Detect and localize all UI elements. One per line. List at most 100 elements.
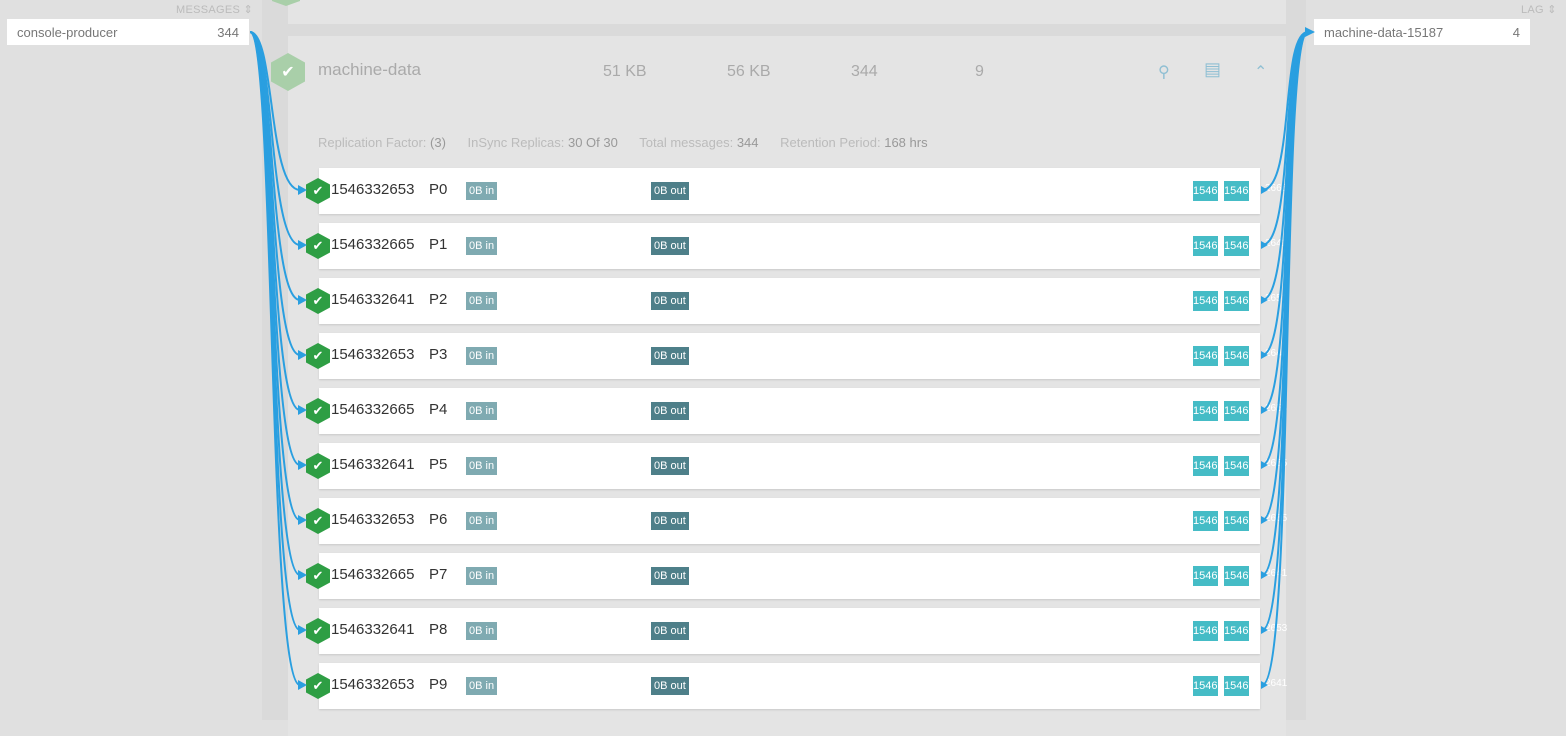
bytes-out-badge: 0B out xyxy=(651,237,689,255)
partition-number: P3 xyxy=(429,346,448,363)
consumer-lag: 4 xyxy=(1512,24,1520,40)
partition-lag: 2641 xyxy=(1265,238,1288,249)
topic-stat-bytes-out: 56 KB xyxy=(727,63,771,80)
partition-row[interactable]: ✔ 1546332665 P7 0B in 0B out 15463 15462… xyxy=(306,553,1287,599)
offset-badge-end: 15463 xyxy=(1224,291,1249,311)
offset-badge-start: 15463 xyxy=(1193,566,1218,586)
partition-row[interactable]: ✔ 1546332665 P1 0B in 0B out 15463 15463… xyxy=(306,223,1287,269)
offset-badge-end: 15463 xyxy=(1224,511,1249,531)
partition-row[interactable]: ✔ 1546332653 P9 0B in 0B out 15463 15462… xyxy=(306,663,1287,709)
partition-number: P2 xyxy=(429,291,448,308)
partition-row[interactable]: ✔ 1546332641 P8 0B in 0B out 15463 15463… xyxy=(306,608,1287,654)
check-icon: ✔ xyxy=(306,398,330,424)
arrow-icon xyxy=(298,240,307,250)
offset-badge-end: 15463 xyxy=(1224,346,1249,366)
partition-number: P9 xyxy=(429,676,448,693)
total-label: Total messages: xyxy=(639,135,734,150)
partition-row[interactable]: ✔ 1546332653 P0 0B in 0B out 15463 15463… xyxy=(306,168,1287,214)
arrow-icon xyxy=(1261,296,1268,304)
partition-row[interactable]: ✔ 1546332641 P5 0B in 0B out 15463 15463… xyxy=(306,443,1287,489)
arrow-icon xyxy=(1261,571,1268,579)
partition-row[interactable]: ✔ 1546332653 P3 0B in 0B out 15463 15463… xyxy=(306,333,1287,379)
arrow-icon xyxy=(1305,27,1315,37)
offset-badge-start: 15463 xyxy=(1193,291,1218,311)
consumer-node[interactable]: machine-data-15187 4 xyxy=(1314,19,1530,45)
partition-number: P1 xyxy=(429,236,448,253)
offset-badge-end: 15463 xyxy=(1224,401,1249,421)
producer-name: console-producer xyxy=(17,24,118,40)
bytes-out-badge: 0B out xyxy=(651,677,689,695)
sort-icon: ⇕ xyxy=(243,4,254,16)
total-value: 344 xyxy=(736,135,759,150)
partition-row[interactable]: ✔ 1546332641 P2 0B in 0B out 15463 15463… xyxy=(306,278,1287,324)
arrow-icon xyxy=(298,350,307,360)
consumers-panel: LAG ⇕ machine-data-15187 4 xyxy=(1306,0,1566,720)
partition-row[interactable]: ✔ 1546332653 P6 0B in 0B out 15463 15463… xyxy=(306,498,1287,544)
bytes-in-badge: 0B in xyxy=(466,237,498,255)
messages-sort-header[interactable]: MESSAGES ⇕ xyxy=(176,3,253,16)
check-icon: ✔ xyxy=(306,288,330,314)
chevron-up-icon[interactable]: ⌃ xyxy=(1254,64,1268,81)
bytes-in-badge: 0B in xyxy=(466,567,498,585)
bytes-in-badge: 0B in xyxy=(466,512,498,530)
bytes-in-badge: 0B in xyxy=(466,402,498,420)
topic-stat-partitions: 9 xyxy=(975,63,984,80)
bytes-out-badge: 0B out xyxy=(651,512,689,530)
partition-number: P5 xyxy=(429,456,448,473)
topic-name[interactable]: machine-data xyxy=(318,60,422,79)
partition-leader: 1546332641 xyxy=(331,621,415,638)
offset-badge-start: 15463 xyxy=(1193,676,1218,696)
producer-messages: 344 xyxy=(217,24,239,40)
partition-number: P0 xyxy=(429,181,448,198)
search-icon[interactable]: ⚲ xyxy=(1158,64,1170,81)
table-icon[interactable]: ▤ xyxy=(1204,59,1222,79)
bytes-out-badge: 0B out xyxy=(651,567,689,585)
partition-leader: 1546332653 xyxy=(331,511,415,528)
topic-stat-messages: 344 xyxy=(851,63,878,80)
arrow-icon xyxy=(1261,186,1268,194)
topic-meta: Replication Factor: (3) InSync Replicas:… xyxy=(318,135,946,150)
retention-value: 168 hrs xyxy=(884,135,928,150)
partition-lag: 2653 xyxy=(1265,403,1288,414)
offset-badge-start: 15463 xyxy=(1193,456,1218,476)
offset-badge-start: 15463 xyxy=(1193,401,1218,421)
replication-value: (3) xyxy=(430,135,446,150)
messages-header-label: MESSAGES xyxy=(176,4,241,16)
bytes-out-badge: 0B out xyxy=(651,292,689,310)
bytes-in-badge: 0B in xyxy=(466,457,498,475)
bytes-in-badge: 0B in xyxy=(466,292,498,310)
lag-sort-header[interactable]: LAG ⇕ xyxy=(1521,3,1557,16)
arrow-icon xyxy=(1261,351,1268,359)
insync-value: 30 Of 30 xyxy=(567,135,618,150)
partition-number: P8 xyxy=(429,621,448,638)
bytes-out-badge: 0B out xyxy=(651,622,689,640)
check-icon: ✔ xyxy=(306,453,330,479)
previous-topic-card xyxy=(272,0,1286,24)
insync-label: InSync Replicas: xyxy=(467,135,565,150)
partition-leader: 1546332641 xyxy=(331,291,415,308)
arrow-icon xyxy=(298,680,307,690)
partition-leader: 1546332653 xyxy=(331,346,415,363)
consumer-flow-line xyxy=(1261,31,1309,686)
flow-lines xyxy=(249,27,1315,690)
bytes-out-badge: 0B out xyxy=(651,182,689,200)
partition-lag: 2641 xyxy=(1265,348,1288,359)
arrow-icon xyxy=(298,405,307,415)
check-icon: ✔ xyxy=(306,343,330,369)
partition-row[interactable]: ✔ 1546332665 P4 0B in 0B out 15463 15463… xyxy=(306,388,1287,434)
offset-badge-end: 15463 xyxy=(1224,181,1249,201)
offset-badge-start: 15463 xyxy=(1193,511,1218,531)
arrow-icon xyxy=(1261,626,1268,634)
arrow-icon xyxy=(298,295,307,305)
retention-label: Retention Period: xyxy=(780,135,881,150)
bytes-in-badge: 0B in xyxy=(466,182,498,200)
arrow-icon xyxy=(298,570,307,580)
producer-node[interactable]: console-producer 344 xyxy=(7,19,249,45)
arrow-icon xyxy=(298,185,307,195)
partition-leader: 1546332665 xyxy=(331,566,415,583)
arrow-icon xyxy=(1261,241,1268,249)
offset-badge-start: 15463 xyxy=(1193,621,1218,641)
producer-flow-line xyxy=(249,31,301,246)
partition-lag: 2641 xyxy=(1265,678,1288,689)
